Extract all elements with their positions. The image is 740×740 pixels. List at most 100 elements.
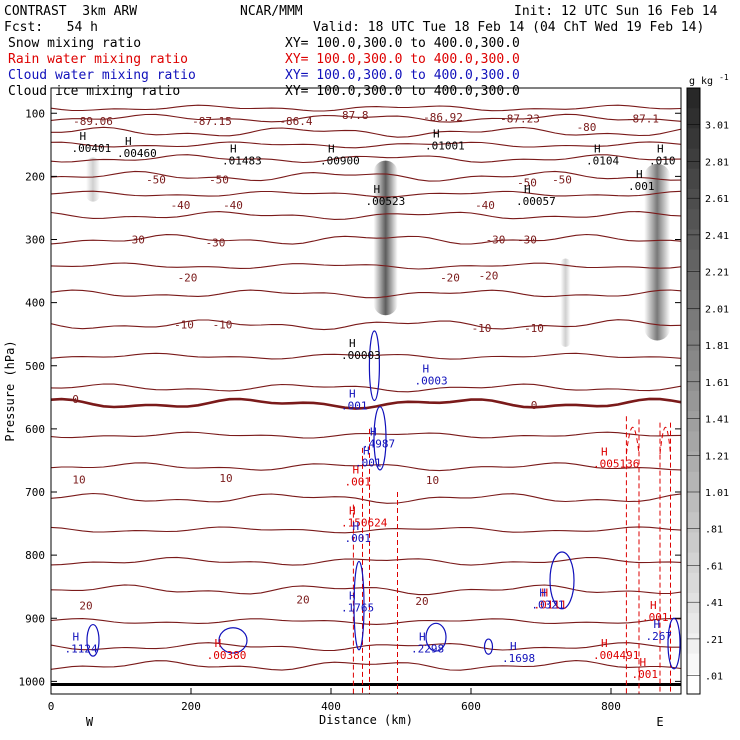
temperature-label: -50 [552, 174, 572, 187]
y-tick-label: 1000 [19, 675, 46, 688]
colorbar-swatch [687, 552, 700, 574]
cloud-water-contour [86, 623, 100, 657]
temperature-contour [51, 556, 681, 566]
extremum-value: .00523 [366, 195, 406, 208]
temperature-label: -30 [125, 234, 145, 247]
extremum-marker: H [349, 590, 356, 603]
temperature-label: -10 [524, 322, 544, 335]
rain-contours [352, 416, 671, 694]
y-tick-label: 100 [25, 107, 45, 120]
temperature-label: -20 [479, 269, 499, 282]
colorbar-label: 1.61 [705, 378, 729, 389]
colorbar-label: 2.01 [705, 304, 729, 315]
y-tick-label: 700 [25, 486, 45, 499]
temperature-contour [51, 462, 681, 472]
colorbar-swatch [687, 249, 700, 271]
temperature-label: -10 [213, 319, 233, 332]
temperature-label: -40 [171, 199, 191, 212]
extremum-marker: H [349, 504, 356, 517]
temperature-contour [51, 642, 681, 652]
extremum-marker: H [328, 143, 335, 156]
colorbar-swatch [687, 269, 700, 291]
temperature-label: -40 [223, 199, 243, 212]
colorbar-swatch [687, 572, 700, 594]
temperature-contour [51, 262, 681, 270]
temperature-label: -50 [209, 174, 229, 187]
extremum-marker: H [650, 599, 657, 612]
extremum-marker: H [601, 446, 608, 459]
extremum-marker: H [510, 640, 517, 653]
extremum-marker: H [542, 586, 549, 599]
cloud-water-contour [667, 617, 681, 670]
west-endpoint: W [86, 715, 94, 729]
field-xy: XY= 100.0,300.0 to 400.0,300.0 [285, 36, 520, 51]
temperature-label: -86.4 [279, 115, 312, 128]
extremum-marker: H [349, 337, 356, 350]
temperature-contour [51, 126, 681, 138]
extremum-value: .2298 [411, 643, 444, 656]
temperature-contour [51, 113, 681, 123]
colorbar-swatch [687, 168, 700, 190]
colorbar-label: .61 [705, 561, 723, 572]
x-tick-label: 400 [321, 700, 341, 713]
temperature-label: 0 [72, 393, 79, 406]
center-title: NCAR/MMM [240, 4, 303, 19]
temperature-label: -86.92 [423, 111, 463, 124]
temperature-label: -30 [517, 234, 537, 247]
extremum-marker: H [353, 520, 360, 533]
extremum-value: .00401 [72, 142, 112, 155]
colorbar-swatch [687, 310, 700, 331]
x-axis-title: Distance (km) [319, 713, 413, 727]
colorbar-swatch [687, 148, 700, 170]
colorbar-label: 2.41 [705, 231, 729, 242]
temperature-label: -87.23 [500, 112, 540, 125]
extremum-marker: H [125, 135, 132, 148]
snow-plume [86, 157, 100, 202]
temperature-contour [51, 383, 681, 393]
temperature-contour [51, 492, 681, 504]
colorbar-frame [686, 87, 701, 695]
colorbar-unit: g kg -1 [689, 73, 729, 87]
y-tick-label: 400 [25, 297, 45, 310]
cloud-water-contour [425, 622, 447, 652]
temperature-label: -87.8 [335, 109, 368, 122]
temperature-label: 10 [219, 472, 232, 485]
extremum-value: .001 [642, 611, 669, 624]
extremum-value: .001 [341, 400, 368, 413]
temperature-contour [51, 352, 681, 360]
colorbar-label: .81 [705, 525, 723, 536]
rain-contour [659, 427, 671, 455]
extremum-marker: H [370, 426, 377, 439]
temperature-label: -10 [174, 319, 194, 332]
colorbar-swatch [687, 633, 700, 655]
colorbar-swatch [687, 451, 700, 473]
temperature-contour [51, 211, 681, 220]
y-tick-label: 300 [25, 234, 45, 247]
cloud-water-contour [549, 551, 575, 610]
extremum-value: .00460 [117, 147, 157, 160]
cloud-water-contour [353, 560, 365, 651]
extremum-value: .1698 [502, 652, 535, 665]
extremum-value: .4987 [362, 438, 395, 451]
extremum-marker: H [594, 143, 601, 156]
field-label: Rain water mixing ratio [8, 52, 189, 67]
extremum-marker: H [353, 463, 360, 476]
temperature-label: -40 [475, 199, 495, 212]
colorbar-swatch [687, 128, 700, 150]
extremum-marker: H [349, 388, 356, 401]
rain-contour [625, 427, 640, 455]
cloud-water-contour [218, 627, 248, 654]
temperature-contour [51, 190, 681, 198]
colorbar-label: 2.81 [705, 157, 729, 168]
temperature-label: -50 [517, 177, 537, 190]
colorbar-swatch [687, 370, 700, 392]
colorbar-swatch [687, 391, 700, 412]
extremum-marker: H [657, 143, 664, 156]
temperature-label: 10 [72, 473, 85, 486]
cloud-water-contour [483, 638, 494, 655]
extremum-value: .1124 [65, 643, 98, 656]
colorbar-swatch [687, 593, 700, 614]
temperature-label: -20 [178, 271, 198, 284]
colorbar-label: 3.01 [705, 121, 729, 132]
